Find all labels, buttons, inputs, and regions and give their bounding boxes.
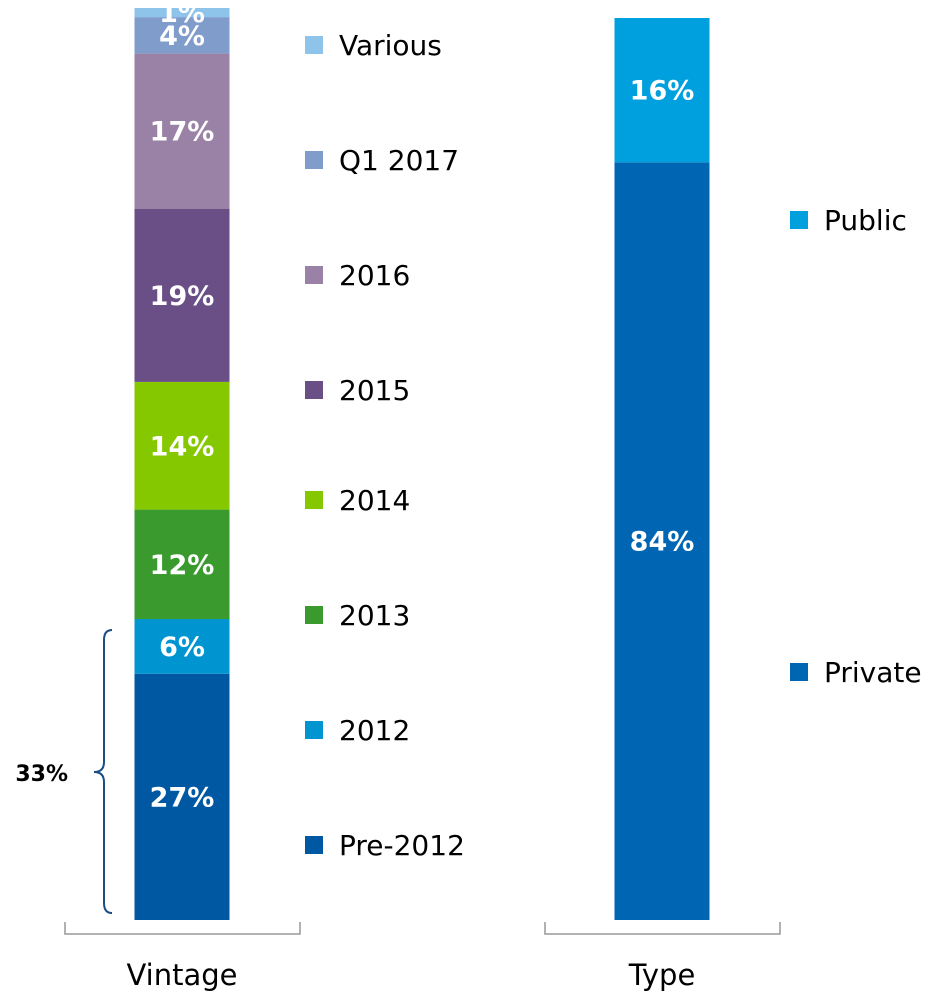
legend-label: Various — [339, 29, 442, 62]
bar-segment — [614, 162, 710, 920]
bar-segment — [134, 208, 230, 382]
legend-swatch — [305, 606, 323, 624]
legend-label: 2016 — [339, 259, 410, 292]
bar-segment — [614, 18, 710, 163]
bar-segment — [134, 509, 230, 620]
data-label: 14% — [150, 431, 215, 462]
legend-swatch — [305, 151, 323, 169]
legend-label: 2012 — [339, 714, 410, 747]
legend-swatch — [305, 381, 323, 399]
x-tick-label: Type — [628, 958, 696, 992]
legend-label: 2014 — [339, 484, 410, 517]
data-label: 17% — [150, 117, 215, 148]
data-label: 1% — [159, 0, 205, 29]
data-label: 4% — [159, 21, 205, 52]
legend-label: 2015 — [339, 374, 410, 407]
legend-swatch — [305, 836, 323, 854]
bar-segment — [134, 8, 230, 18]
bar-segment — [134, 381, 230, 510]
legend-label: Private — [824, 656, 922, 689]
legend-label: Pre-2012 — [339, 829, 465, 862]
legend-swatch — [790, 663, 808, 681]
bracket — [93, 629, 113, 914]
legend-swatch — [305, 266, 323, 284]
legend-label: Q1 2017 — [339, 144, 459, 177]
bar-segment — [134, 53, 230, 209]
legend-swatch — [305, 36, 323, 54]
x-tick-label: Vintage — [126, 958, 237, 992]
legend-label: 2013 — [339, 599, 410, 632]
annotation: 33% — [15, 762, 68, 787]
legend-swatch — [305, 491, 323, 509]
bar-segment — [134, 17, 230, 54]
data-label: 84% — [630, 527, 695, 558]
data-label: 27% — [150, 782, 215, 813]
data-label: 12% — [150, 550, 215, 581]
axis-line — [544, 922, 781, 935]
bar-segment — [134, 673, 230, 920]
axis-line — [64, 922, 301, 935]
legend-swatch — [305, 721, 323, 739]
bar-segment — [134, 619, 230, 674]
data-label: 6% — [159, 632, 205, 663]
legend-swatch — [790, 211, 808, 229]
data-label: 16% — [630, 76, 695, 107]
data-label: 19% — [150, 281, 215, 312]
legend-label: Public — [824, 204, 907, 237]
